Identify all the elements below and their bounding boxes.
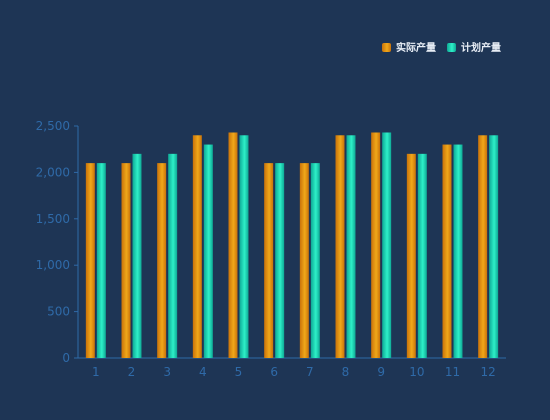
x-tick-label: 9 [377,365,385,379]
bar-series-1 [228,132,238,358]
legend-swatch [382,43,391,52]
bar-series-2 [346,135,356,358]
legend-swatch [447,43,456,52]
y-tick-label: 0 [62,351,70,365]
x-tick-label: 4 [199,365,207,379]
bars [85,132,499,358]
bar-series-1 [121,163,131,358]
bar-series-2 [203,144,213,358]
bar-series-2 [310,163,320,358]
bar-series-2 [453,144,463,358]
x-tick-label: 5 [235,365,243,379]
bar-series-1 [371,132,381,358]
x-tick-label: 1 [92,365,100,379]
y-tick-label: 1,000 [36,258,70,272]
bar-series-1 [335,135,345,358]
y-tick-label: 2,500 [36,119,70,133]
bar-series-2 [239,135,249,358]
legend-label: 实际产量 [396,41,436,54]
x-tick-label: 8 [342,365,350,379]
y-tick-label: 1,500 [36,212,70,226]
bar-series-2 [489,135,499,358]
bar-series-1 [299,163,309,358]
x-tick-label: 3 [163,365,171,379]
bar-series-1 [157,163,167,358]
y-tick-label: 2,000 [36,165,70,179]
x-tick-label: 6 [270,365,278,379]
legend-label: 计划产量 [461,41,501,54]
bar-series-1 [192,135,202,358]
x-tick-label: 2 [128,365,136,379]
y-axis: 0 500 1,000 1,500 2,000 2,500 [36,119,79,365]
bar-series-1 [478,135,488,358]
bar-series-1 [406,153,416,358]
x-tick-label: 11 [445,365,460,379]
bar-series-2 [275,163,285,358]
x-tick-label: 10 [409,365,424,379]
legend: 实际产量 计划产量 [382,41,501,54]
bar-series-1 [442,144,452,358]
x-axis: 1 2 3 4 5 6 7 8 9 10 11 12 [78,357,506,379]
bar-series-2 [382,132,392,358]
bar-series-1 [264,163,274,358]
bar-series-2 [132,153,142,358]
bar-series-2 [96,163,106,358]
bar-series-2 [168,153,178,358]
bar-series-2 [417,153,427,358]
y-tick-label: 500 [47,305,70,319]
bar-series-1 [85,163,95,358]
x-tick-label: 12 [481,365,496,379]
x-tick-label: 7 [306,365,314,379]
